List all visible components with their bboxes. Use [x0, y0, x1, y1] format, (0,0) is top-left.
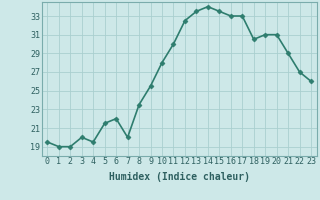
X-axis label: Humidex (Indice chaleur): Humidex (Indice chaleur) [109, 172, 250, 182]
